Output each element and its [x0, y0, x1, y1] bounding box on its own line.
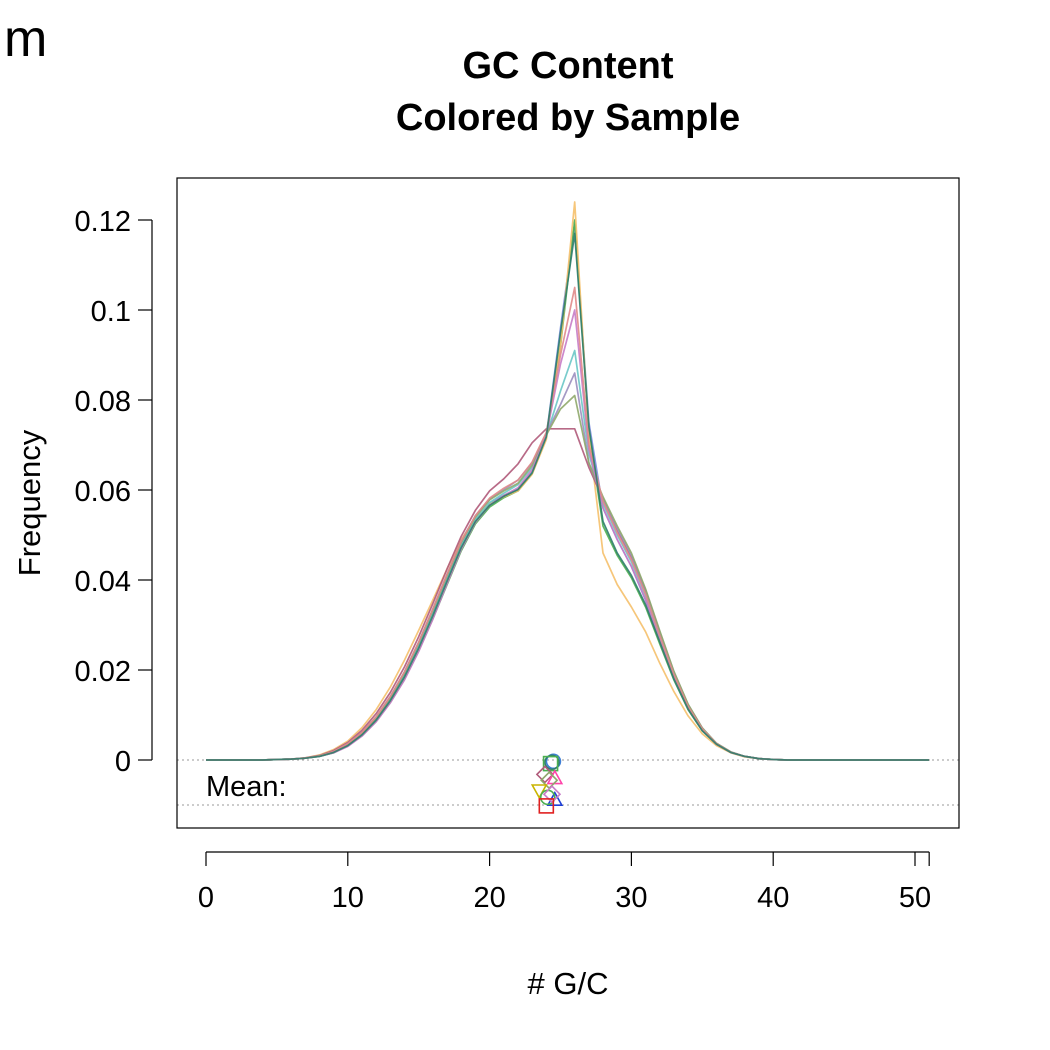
- mean-marker-6: [530, 784, 548, 800]
- y-tick-label-2: 0.04: [75, 566, 131, 598]
- y-axis: 0 0.02 0.04 0.06 0.08 0.1 0.12: [75, 206, 153, 778]
- y-tick-label-3: 0.06: [75, 476, 131, 508]
- series-line-9: [206, 232, 930, 761]
- series-line-5: [206, 372, 930, 761]
- x-tick-label-1: 10: [332, 882, 364, 914]
- mean-markers: [530, 753, 564, 814]
- x-tick-label-2: 20: [473, 882, 505, 914]
- series-line-6: [206, 394, 930, 761]
- x-tick-label-4: 40: [757, 882, 789, 914]
- mean-marker-2: [542, 755, 559, 772]
- series-line-3: [206, 427, 930, 761]
- mean-marker-1: [544, 754, 560, 771]
- x-tick-label-5: 50: [899, 882, 931, 914]
- series-line-7: [206, 309, 930, 761]
- series-line-0: [206, 223, 930, 761]
- mean-marker-9: [542, 785, 562, 804]
- y-axis-label: Frequency: [12, 429, 47, 576]
- plot-frame: [176, 177, 960, 829]
- series-line-8: [206, 286, 930, 761]
- series-line-1: [206, 219, 930, 761]
- x-tick-label-3: 30: [615, 882, 647, 914]
- mean-marker-3: [535, 765, 555, 784]
- series-line-4: [206, 349, 930, 761]
- y-tick-label-4: 0.08: [75, 386, 131, 418]
- x-axis: 0 10 20 30 40 50: [198, 851, 931, 914]
- chart-title-line-2: Colored by Sample: [396, 97, 740, 139]
- chart-title-line-1: GC Content: [462, 45, 673, 87]
- y-tick-label-6: 0.12: [75, 206, 131, 238]
- mean-label: Mean:: [206, 771, 287, 803]
- y-tick-label-0: 0: [115, 746, 131, 778]
- series-lines: [206, 201, 930, 761]
- x-axis-label: # G/C: [528, 966, 609, 1001]
- panel-label: m: [4, 10, 47, 68]
- x-tick-label-0: 0: [198, 882, 214, 914]
- y-tick-label-1: 0.02: [75, 656, 131, 688]
- y-tick-label-5: 0.1: [91, 296, 131, 328]
- reference-lines: [177, 759, 959, 806]
- mean-marker-10: [538, 798, 555, 814]
